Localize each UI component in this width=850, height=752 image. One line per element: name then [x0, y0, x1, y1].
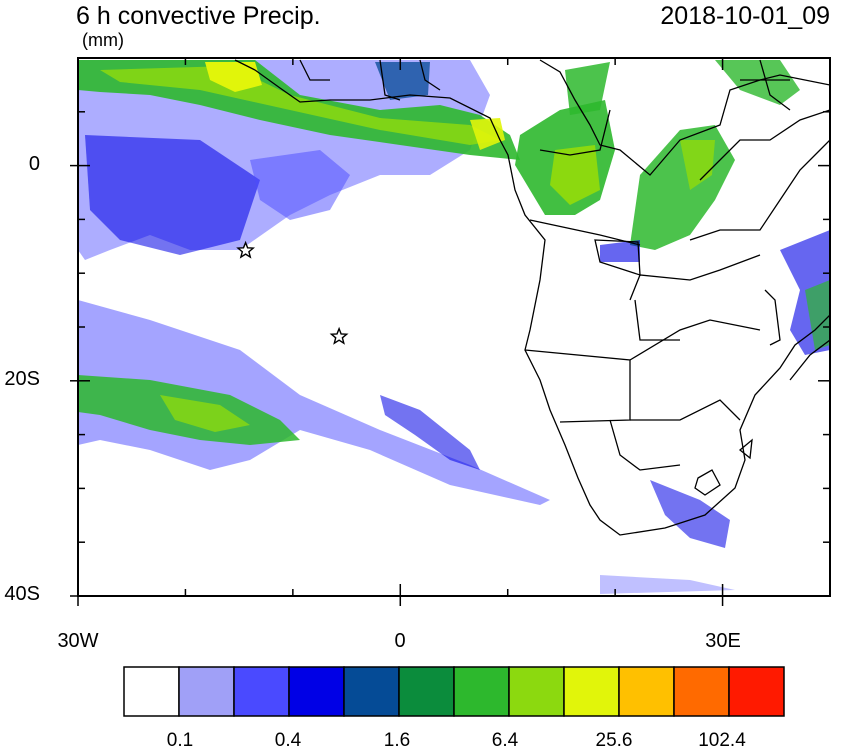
- colorbar-label-3: 6.4: [491, 730, 519, 751]
- colorbar-swatch: [398, 666, 455, 717]
- lat-label-20s: 20S: [4, 368, 40, 390]
- colorbar-swatch: [288, 666, 345, 717]
- precip-field: [78, 60, 830, 594]
- colorbar-label-2: 1.6: [383, 730, 411, 751]
- lon-label-30e: 30E: [705, 630, 741, 652]
- colorbar-label-4: 25.6: [595, 730, 633, 751]
- lon-label-30w: 30W: [57, 630, 99, 652]
- valid-time: 2018-10-01_09: [660, 2, 830, 30]
- star-markers: [236, 240, 349, 345]
- lat-label-40s: 40S: [4, 583, 40, 605]
- lon-label-0: 0: [394, 630, 406, 652]
- axis-ticks: [70, 57, 831, 606]
- colorbar-label-0: 0.1: [166, 730, 194, 751]
- precip-band-south-atlantic: [78, 300, 735, 594]
- colorbar-label-1: 0.4: [274, 730, 302, 751]
- colorbar-swatch: [563, 666, 620, 717]
- lat-label-0: 0: [28, 153, 40, 175]
- colorbar-label-5: 102.4: [698, 730, 746, 751]
- colorbar: [123, 666, 785, 717]
- colorbar-swatch: [673, 666, 730, 717]
- precip-region-central-africa: [375, 60, 830, 355]
- star-icon: [236, 240, 256, 259]
- star-icon: [329, 326, 349, 345]
- colorbar-swatch: [453, 666, 510, 717]
- colorbar-swatch: [123, 666, 180, 717]
- map-title: 6 h convective Precip.: [76, 2, 321, 30]
- colorbar-swatch: [178, 666, 235, 717]
- colorbar-swatch: [508, 666, 565, 717]
- colorbar-swatch: [728, 666, 785, 717]
- colorbar-swatch: [343, 666, 400, 717]
- coastlines: [234, 59, 830, 536]
- colorbar-swatch: [618, 666, 675, 717]
- colorbar-swatch: [233, 666, 290, 717]
- precip-band-itcz: [78, 60, 520, 160]
- units-label: (mm): [82, 30, 124, 50]
